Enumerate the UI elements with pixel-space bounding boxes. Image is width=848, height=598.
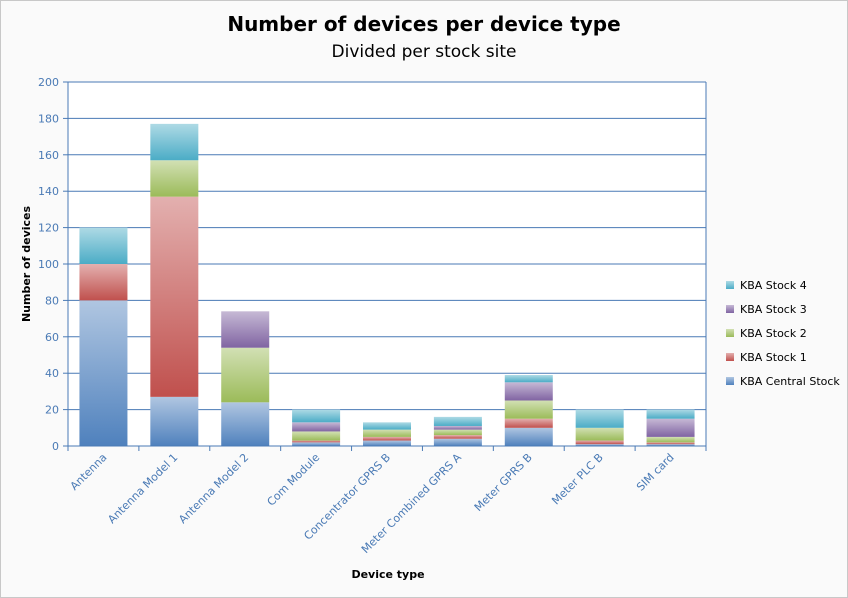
bar-segment [221, 402, 270, 446]
bar-segment [433, 416, 482, 426]
chart-title: Number of devices per device type [227, 12, 621, 36]
bar-segment [646, 442, 695, 445]
bar-segment [292, 422, 341, 432]
legend-swatch [726, 281, 734, 289]
y-tick-label: 0 [52, 440, 59, 453]
legend-swatch [726, 305, 734, 313]
bar-segment [646, 418, 695, 437]
bar-segment [363, 429, 411, 437]
y-tick-label: 140 [38, 185, 59, 198]
y-tick-label: 200 [38, 76, 59, 89]
y-tick-label: 40 [45, 367, 59, 380]
y-tick-label: 180 [38, 112, 59, 125]
bar-segment [433, 435, 482, 439]
bar-segment [646, 436, 695, 443]
x-tick-label: Com Module [265, 451, 323, 509]
legend-label: KBA Stock 3 [740, 303, 807, 316]
bar-segment [575, 440, 624, 445]
bar-segment [363, 440, 411, 446]
x-tick-label: Antenna Model 1 [105, 451, 180, 526]
legend-swatch [726, 377, 734, 385]
bar-segment [646, 409, 695, 419]
bar-segment [504, 375, 553, 383]
bar-segment [504, 382, 553, 401]
bar-segment [221, 311, 270, 348]
bar-segment [363, 436, 411, 441]
y-tick-label: 160 [38, 149, 59, 162]
bar-segment [292, 442, 341, 446]
bar-segment [79, 300, 128, 446]
y-tick-label: 120 [38, 222, 59, 235]
bar-segment [292, 409, 341, 423]
bar-segment [79, 264, 128, 301]
bar-segment [504, 418, 553, 428]
bar-segment [150, 396, 199, 446]
legend-label: KBA Stock 2 [740, 327, 807, 340]
bar-segment [150, 160, 199, 197]
legend-label: KBA Central Stock [740, 375, 840, 388]
y-axis-label: Number of devices [20, 206, 33, 323]
y-tick-label: 100 [38, 258, 59, 271]
bar-segment [504, 400, 553, 419]
bar-segment [292, 440, 341, 443]
bar-segment [433, 425, 482, 430]
bar-segment [575, 409, 624, 428]
chart-subtitle: Divided per stock site [331, 42, 517, 62]
bar-segment [150, 196, 199, 397]
x-tick-label: Meter GPRS B [472, 451, 535, 514]
bar-segment [433, 438, 482, 446]
y-tick-label: 20 [45, 404, 59, 417]
x-tick-label: Antenna [68, 451, 110, 493]
bar-segment [646, 444, 695, 446]
legend-swatch [726, 353, 734, 361]
x-tick-label: SIM card [634, 451, 677, 494]
bar-segment [79, 227, 128, 264]
legend-label: KBA Stock 1 [740, 351, 807, 364]
x-tick-label: Meter PLC B [549, 451, 605, 507]
legend-swatch [726, 329, 734, 337]
bar-segment [433, 429, 482, 436]
bar-segment [292, 431, 341, 441]
legend-label: KBA Stock 4 [740, 279, 807, 292]
bar-segment [150, 123, 199, 161]
y-tick-label: 60 [45, 331, 59, 344]
bar-segment [504, 427, 553, 446]
bar-segment [221, 347, 270, 403]
bar-segment [575, 444, 624, 446]
bar-segment [575, 427, 624, 441]
x-axis-label: Device type [351, 568, 424, 581]
x-tick-label: Antenna Model 2 [176, 451, 251, 526]
y-tick-label: 80 [45, 294, 59, 307]
bar-segment [363, 422, 411, 430]
